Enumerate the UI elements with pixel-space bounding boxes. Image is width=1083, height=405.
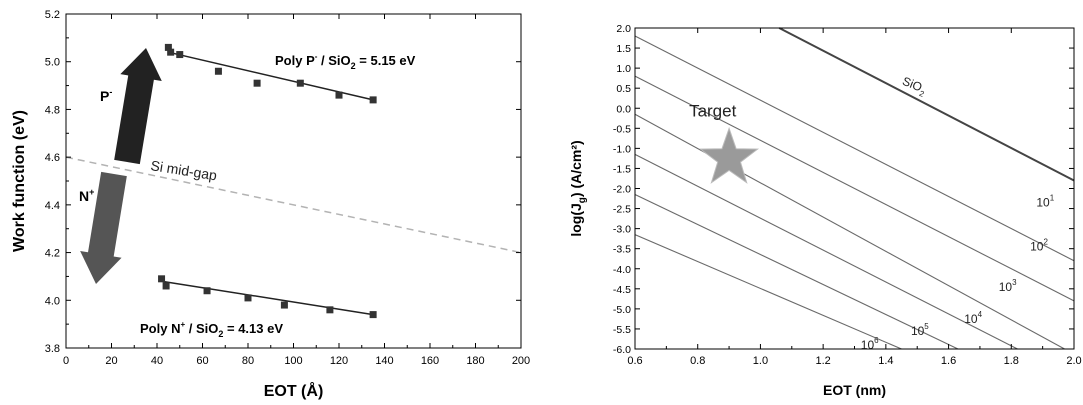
x-tick-label: 140 [375, 355, 393, 367]
data-point [162, 282, 170, 290]
data-point [253, 79, 261, 87]
y-tick-label: 4.0 [45, 295, 60, 307]
x-tick-label: 100 [284, 355, 302, 367]
y-tick-label: 3.8 [45, 343, 60, 355]
x-axis-title: EOT (nm) [823, 382, 886, 398]
data-point [164, 43, 172, 51]
y-tick-label: -0.5 [613, 123, 631, 135]
y-tick-label: -4.5 [613, 284, 631, 296]
leakage-current-chart: SiO2 101 102 103 104 105 106 Target 0.6 0.8 1.0 1… [568, 23, 1082, 398]
line-label-10e4: 104 [964, 310, 982, 326]
y-axis-title: Work function (eV) [11, 110, 28, 252]
fit-line-1 [161, 280, 374, 316]
line-label-SiO2: SiO2 [899, 74, 929, 99]
data-point [167, 48, 175, 56]
y-tick-label: -5.5 [613, 324, 631, 336]
data-point [214, 67, 222, 75]
x-tick-label: 40 [151, 355, 163, 367]
y-tick-label: 4.4 [45, 200, 60, 212]
y-tick-label: 4.6 [45, 152, 60, 164]
line-label-10e3: 103 [999, 278, 1017, 294]
leakage-line-10e3 [634, 113, 1065, 350]
line-label-10e5: 105 [911, 322, 929, 338]
si-midgap-line [65, 156, 522, 254]
y-tick-label: 0.5 [616, 83, 631, 95]
y-tick-label: 1.5 [616, 43, 631, 55]
leakage-line-10e2 [634, 75, 1075, 302]
y-tick-label: 4.2 [45, 248, 60, 260]
leakage-line-10e1 [634, 35, 1075, 262]
data-point [326, 306, 334, 314]
y-tick-label: 4.8 [45, 104, 60, 116]
target-label: Target [689, 101, 737, 120]
x-tick-label: 160 [421, 355, 439, 367]
y-tick-label: 5.0 [45, 57, 60, 69]
y-tick-label: -5.0 [613, 304, 631, 316]
x-tick-label: 1.2 [815, 355, 830, 367]
x-tick-label: 1.6 [941, 355, 956, 367]
n-type-arrow [80, 171, 127, 284]
x-tick-label: 200 [512, 355, 530, 367]
line-label-10e6: 106 [861, 336, 879, 352]
x-tick-label: 80 [242, 355, 254, 367]
x-tick-label: 1.8 [1004, 355, 1019, 367]
x-tick-label: 60 [196, 355, 208, 367]
data-point [244, 294, 252, 302]
x-axis-title: EOT (Å) [264, 381, 324, 400]
y-tick-label: -1.0 [613, 143, 631, 155]
y-tick-label: 0.0 [616, 103, 631, 115]
line-label-10e2: 102 [1030, 238, 1048, 254]
x-tick-label: 0 [63, 355, 69, 367]
x-tick-label: 1.4 [878, 355, 893, 367]
data-point [158, 275, 166, 283]
leakage-line-SiO2 [778, 27, 1075, 182]
data-point [296, 79, 304, 87]
target-star-icon [699, 126, 760, 184]
x-tick-label: 2.0 [1066, 355, 1081, 367]
p-type-arrow [114, 48, 162, 165]
x-tick-label: 0.6 [627, 355, 642, 367]
leakage-line-10e6 [634, 234, 902, 350]
y-tick-label: -6.0 [613, 344, 631, 356]
y-tick-label: -3.5 [613, 244, 631, 256]
data-point [335, 91, 343, 99]
poly-n-annotation: Poly N+ / SiO2 = 4.13 eV [140, 320, 283, 339]
y-tick-label: 5.2 [45, 9, 60, 21]
data-point [369, 311, 377, 319]
poly-p-annotation: Poly P- / SiO2 = 5.15 eV [275, 52, 416, 71]
y-tick-label: -2.5 [613, 204, 631, 216]
leakage-line-10e5 [634, 194, 959, 350]
x-tick-label: 0.8 [690, 355, 705, 367]
y-tick-label: -2.0 [613, 184, 631, 196]
p-type-label: P- [100, 87, 112, 104]
x-tick-label: 180 [466, 355, 484, 367]
line-label-10e1: 101 [1036, 194, 1054, 210]
x-tick-label: 120 [330, 355, 348, 367]
n-type-label: N+ [79, 187, 94, 204]
y-tick-label: -3.0 [613, 224, 631, 236]
leakage-line-10e4 [634, 153, 1018, 350]
x-tick-label: 20 [105, 355, 117, 367]
y-tick-label: 1.0 [616, 63, 631, 75]
data-point [203, 287, 211, 295]
y-tick-label: 2.0 [616, 23, 631, 35]
si-midgap-label: Si mid-gap [150, 157, 219, 183]
y-axis-title: log(Jg) (A/cm²) [568, 140, 588, 236]
data-point [369, 96, 377, 104]
y-tick-label: -1.5 [613, 163, 631, 175]
data-point [280, 301, 288, 309]
work-function-chart: Si mid-gap P- N+ Poly P- / SiO2 = 5.15 e… [11, 9, 530, 400]
x-tick-label: 1.0 [753, 355, 768, 367]
y-tick-label: -4.0 [613, 264, 631, 276]
data-point [176, 51, 184, 59]
